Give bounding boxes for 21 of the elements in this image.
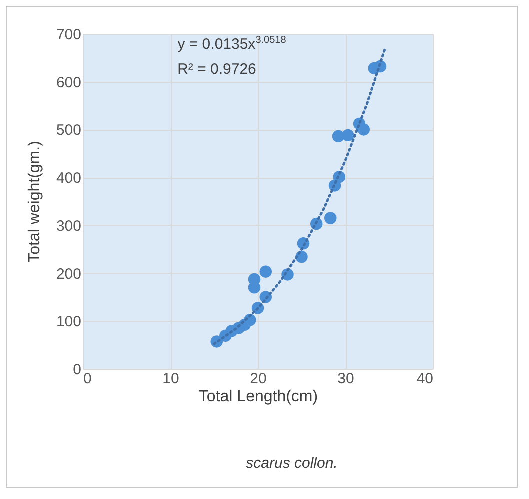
point xyxy=(342,129,354,142)
annotation: R² = 0.9726 xyxy=(178,61,256,78)
x-tick-label: 0 xyxy=(84,370,92,388)
text: scarus collon. xyxy=(246,455,338,472)
y-tick-label: 600 xyxy=(56,74,82,92)
y-tick-label: 300 xyxy=(56,218,82,235)
point xyxy=(324,212,337,224)
y-tick-label: 100 xyxy=(56,314,82,331)
x-tick-label: 20 xyxy=(250,370,267,388)
point xyxy=(358,124,370,136)
x-tick-label: 30 xyxy=(338,370,354,388)
annotation: y = 0.0135x$^{3.0518}$ xyxy=(178,35,286,53)
x-axis-title: Total Length(cm) xyxy=(198,388,318,406)
x-tick-label: 40 xyxy=(416,370,434,388)
y-tick-label: 500 xyxy=(56,122,82,140)
y-tick-label: 700 xyxy=(56,26,82,44)
y-tick-label: 200 xyxy=(56,266,82,283)
y-tick-label: 400 xyxy=(56,170,82,188)
y-axis-title: Total weight(gm.) xyxy=(26,141,44,263)
x-tick-label: 10 xyxy=(162,370,180,388)
point xyxy=(260,266,272,278)
